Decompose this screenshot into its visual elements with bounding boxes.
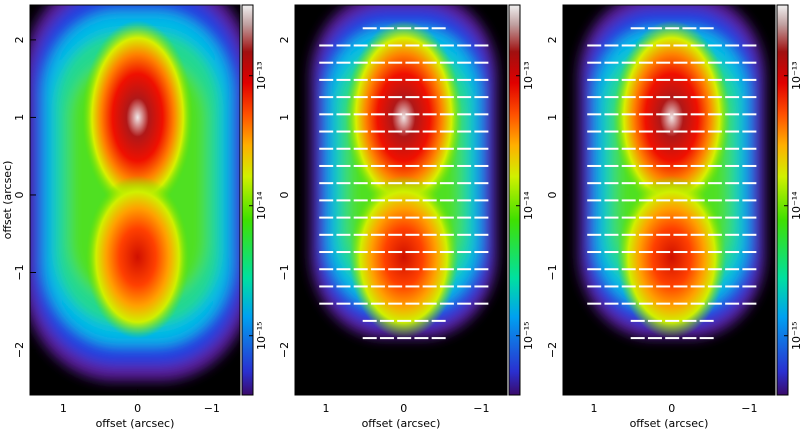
colorbar-tick-label: 10⁻¹³ bbox=[790, 61, 803, 90]
colorbar bbox=[776, 4, 789, 396]
y-tick-label: 2 bbox=[278, 36, 291, 43]
x-tick-label: 0 bbox=[668, 402, 675, 415]
y-tick-label: 1 bbox=[546, 114, 559, 121]
y-tick-label: −2 bbox=[13, 342, 26, 358]
y-tick-label: −2 bbox=[546, 342, 559, 358]
x-tick-label: 1 bbox=[323, 402, 330, 415]
lobe bbox=[81, 20, 194, 215]
colorbar bbox=[241, 4, 254, 396]
colorbar-tick-label: 10⁻¹⁵ bbox=[255, 321, 268, 350]
x-tick-label: 0 bbox=[400, 402, 407, 415]
x-tick-label: 1 bbox=[591, 402, 598, 415]
y-axis-label: offset (arcsec) bbox=[1, 161, 14, 240]
y-tick-label: −1 bbox=[278, 264, 291, 280]
x-tick-label: −1 bbox=[204, 402, 220, 415]
heatmap bbox=[30, 5, 240, 395]
y-tick-label: 2 bbox=[13, 36, 26, 43]
x-axis-label: offset (arcsec) bbox=[96, 417, 175, 430]
frame bbox=[562, 4, 776, 396]
lobe bbox=[349, 175, 459, 339]
y-tick-label: 1 bbox=[278, 114, 291, 121]
colorbar-tick-label: 10⁻¹⁴ bbox=[790, 191, 803, 220]
x-axis-label: offset (arcsec) bbox=[630, 417, 709, 430]
colorbar-tick-label: 10⁻¹⁵ bbox=[522, 321, 535, 350]
y-tick-label: 0 bbox=[546, 191, 559, 198]
x-tick-label: 0 bbox=[134, 402, 141, 415]
x-tick-label: −1 bbox=[741, 402, 757, 415]
heatmap bbox=[295, 5, 507, 395]
y-tick-label: −1 bbox=[13, 264, 26, 280]
colorbar-tick-label: 10⁻¹³ bbox=[522, 61, 535, 90]
x-tick-label: −1 bbox=[473, 402, 489, 415]
heatmap bbox=[563, 5, 775, 395]
y-tick-label: 0 bbox=[278, 191, 291, 198]
frame bbox=[29, 4, 241, 396]
lobe bbox=[85, 175, 190, 339]
colorbar-tick-label: 10⁻¹⁵ bbox=[790, 321, 803, 350]
lobe bbox=[617, 175, 727, 339]
colorbar bbox=[508, 4, 521, 396]
y-tick-label: −2 bbox=[278, 342, 291, 358]
y-tick-label: 2 bbox=[546, 36, 559, 43]
colorbar-tick-label: 10⁻¹³ bbox=[255, 61, 268, 90]
colorbar-tick-label: 10⁻¹⁴ bbox=[522, 191, 535, 220]
x-tick-label: 1 bbox=[60, 402, 67, 415]
x-axis-label: offset (arcsec) bbox=[362, 417, 441, 430]
frame bbox=[294, 4, 508, 396]
y-tick-label: −1 bbox=[546, 264, 559, 280]
y-tick-label: 1 bbox=[13, 114, 26, 121]
y-tick-label: 0 bbox=[13, 191, 26, 198]
colorbar-tick-label: 10⁻¹⁴ bbox=[255, 191, 268, 220]
